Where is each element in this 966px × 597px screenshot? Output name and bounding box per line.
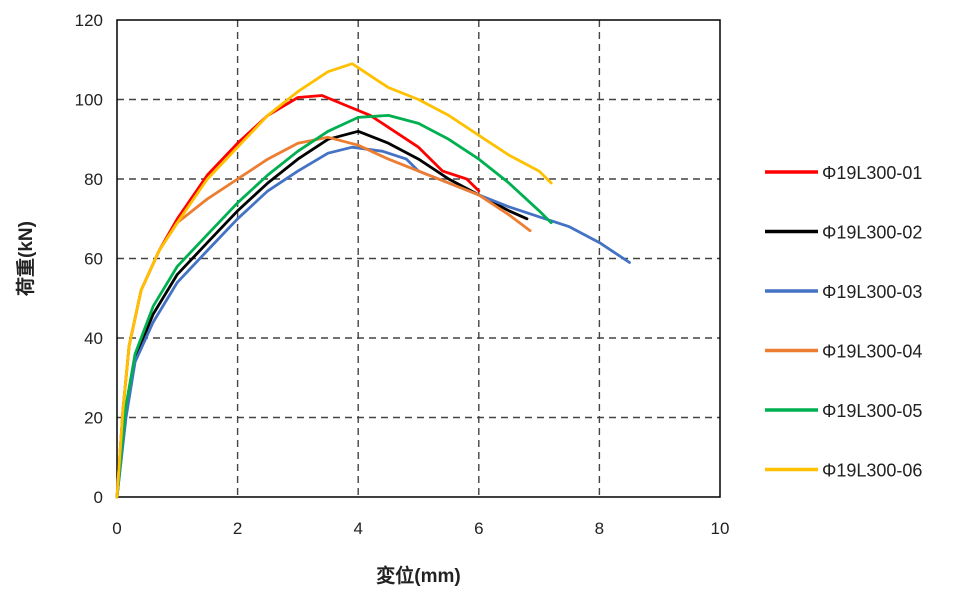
- grid: [117, 20, 720, 497]
- y-tick-label: 40: [84, 329, 103, 348]
- legend-label: Φ19L300-05: [822, 401, 922, 421]
- y-tick-label: 100: [75, 91, 103, 110]
- legend-item: Φ19L300-02: [765, 223, 922, 243]
- legend: Φ19L300-01 Φ19L300-02 Φ19L300-03 Φ19L300-04…: [765, 163, 922, 481]
- y-tick-label: 80: [84, 170, 103, 189]
- x-tick-label: 2: [233, 519, 242, 538]
- legend-label: Φ19L300-06: [822, 461, 922, 481]
- legend-item: Φ19L300-06: [765, 461, 922, 481]
- x-tick-label: 4: [353, 519, 362, 538]
- series-line: [115, 129, 529, 499]
- series-line: [115, 145, 631, 499]
- x-tick-label: 6: [474, 519, 483, 538]
- y-tick-label: 120: [75, 11, 103, 30]
- x-axis-title: 変位(mm): [376, 564, 460, 587]
- series-lines: [115, 62, 631, 499]
- y-tick-label: 20: [84, 409, 103, 428]
- legend-item: Φ19L300-04: [765, 342, 922, 362]
- legend-item: Φ19L300-05: [765, 401, 922, 421]
- legend-label: Φ19L300-02: [822, 223, 922, 243]
- series-line: [115, 135, 532, 499]
- x-tick-label: 10: [711, 519, 730, 538]
- legend-item: Φ19L300-01: [765, 163, 922, 183]
- series-line: [115, 114, 553, 499]
- legend-label: Φ19L300-03: [822, 282, 922, 302]
- series-line: [115, 62, 553, 499]
- legend-label: Φ19L300-04: [822, 342, 922, 362]
- x-tick-label: 0: [112, 519, 121, 538]
- y-axis-title: 荷重(kN): [14, 221, 37, 296]
- y-tick-label: 0: [94, 488, 103, 507]
- legend-label: Φ19L300-01: [822, 163, 922, 183]
- legend-item: Φ19L300-03: [765, 282, 922, 302]
- series-line: [115, 94, 481, 499]
- plot-area: [116, 19, 721, 498]
- y-tick-label: 60: [84, 250, 103, 269]
- x-tick-label: 8: [595, 519, 604, 538]
